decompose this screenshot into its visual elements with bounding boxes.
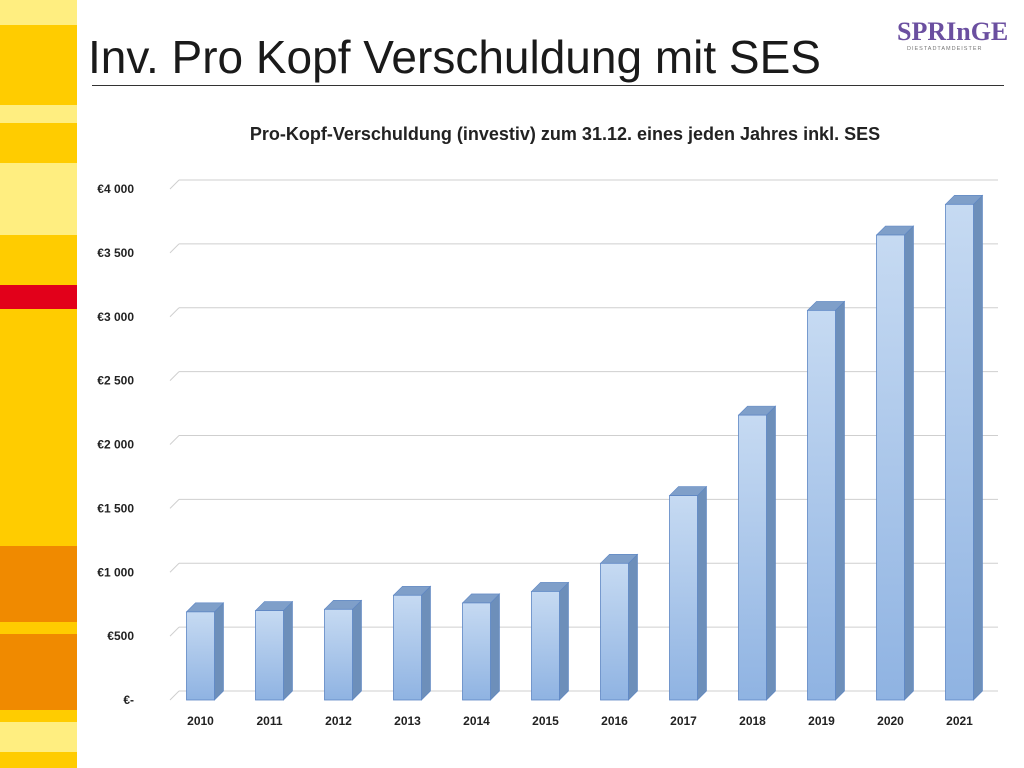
x-tick-label: 2012: [325, 714, 352, 728]
bar-2013: [392, 585, 432, 701]
bar-2021: [944, 194, 984, 701]
bar-2020: [875, 225, 915, 701]
sidebar-block-yellow: [0, 622, 77, 634]
bar-front: [186, 611, 215, 701]
y-tick-label: €2 000: [97, 438, 134, 452]
bar-2017: [668, 485, 708, 701]
sidebar-block-yellow-light: [0, 722, 77, 752]
y-tick-label: €3 500: [97, 246, 134, 260]
sidebar-block-yellow-light: [0, 163, 77, 235]
sidebar-block-yellow: [0, 710, 77, 722]
slide-title: Inv. Pro Kopf Verschuldung mit SES: [88, 31, 821, 83]
logo-subtitle: DIESTADTAMDEISTER: [907, 46, 982, 52]
y-tick-label: €1 500: [97, 501, 134, 515]
x-tick-label: 2018: [739, 714, 766, 728]
gridline-depth: [169, 626, 180, 637]
y-axis: €- €500 €1 000 €1 500 €2 000 €2 500 €3 000 €3 5…: [97, 182, 134, 707]
sidebar-block-orange: [0, 634, 77, 710]
y-tick-label: €3 000: [97, 310, 134, 324]
sidebar-block-orange: [0, 546, 77, 622]
sidebar-block-yellow: [0, 309, 77, 546]
bar-2012: [323, 599, 363, 701]
y-tick-label: €1 000: [97, 565, 134, 579]
bar-side: [559, 581, 569, 701]
y-tick-label: €500: [107, 629, 134, 643]
debt-chart: Pro-Kopf-Verschuldung (investiv) zum 31.…: [97, 124, 998, 728]
y-tick-label: €4 000: [97, 182, 134, 196]
title-divider: [92, 85, 1004, 86]
x-tick-label: 2014: [463, 714, 490, 728]
bar-2016: [599, 553, 639, 701]
bar-side: [283, 600, 293, 701]
bar-side: [352, 599, 362, 701]
bar-side: [490, 593, 500, 701]
bar-2019: [806, 300, 846, 701]
y-tick-label: €2 500: [97, 374, 134, 388]
bar-side: [697, 485, 707, 701]
x-tick-label: 2017: [670, 714, 697, 728]
gridline-depth: [169, 179, 180, 190]
chart-grid: [169, 179, 998, 701]
sidebar-block-yellow: [0, 123, 77, 163]
bar-front: [600, 562, 629, 701]
x-tick-label: 2021: [946, 714, 973, 728]
x-tick-label: 2019: [808, 714, 835, 728]
bar-side: [214, 602, 224, 701]
bar-2015: [530, 581, 570, 701]
bar-2014: [461, 593, 501, 701]
x-axis: 2010 2011 2012 2013 2014 2015 2016 2017 2018 2019…: [187, 714, 973, 728]
sidebar-block-yellow-light: [0, 0, 77, 25]
gridline-depth: [169, 307, 180, 318]
x-tick-label: 2011: [256, 714, 282, 728]
gridline-depth: [169, 499, 180, 509]
sidebar-block-red: [0, 285, 77, 309]
bar-front: [531, 591, 560, 701]
x-tick-label: 2010: [187, 714, 214, 728]
bar-front: [393, 594, 422, 701]
bar-front: [807, 309, 836, 701]
sidebar-block-yellow-light: [0, 105, 77, 123]
bar-2018: [737, 405, 777, 701]
x-tick-label: 2015: [532, 714, 559, 728]
sidebar-block-yellow: [0, 25, 77, 105]
logo-text: SPRInGE.: [897, 17, 1007, 46]
x-tick-label: 2016: [601, 714, 628, 728]
bar-side: [421, 585, 431, 701]
chart-bars: [185, 194, 984, 701]
bar-front: [462, 602, 491, 701]
bar-side: [628, 553, 638, 701]
sidebar-block-yellow: [0, 752, 77, 768]
bar-front: [669, 495, 698, 701]
bar-front: [255, 610, 284, 701]
x-tick-label: 2020: [877, 714, 904, 728]
bar-front: [738, 414, 767, 701]
bar-front: [324, 608, 353, 701]
springe-logo: SPRInGE. DIESTADTAMDEISTER: [897, 17, 1007, 52]
gridline-depth: [169, 690, 180, 701]
decorative-sidebar: [0, 0, 77, 768]
bar-side: [973, 194, 983, 701]
bar-side: [766, 405, 776, 701]
x-tick-label: 2013: [394, 714, 421, 728]
bar-side: [835, 300, 845, 701]
sidebar-block-yellow: [0, 235, 77, 285]
bar-2011: [254, 600, 294, 701]
gridline-depth: [169, 243, 180, 254]
bar-front: [876, 234, 905, 701]
bar-2010: [185, 602, 225, 701]
gridline-depth: [169, 371, 180, 381]
bar-side: [904, 225, 914, 701]
chart-title: Pro-Kopf-Verschuldung (investiv) zum 31.…: [250, 124, 880, 144]
y-tick-label: €-: [123, 693, 134, 707]
bar-front: [945, 203, 974, 701]
gridline-depth: [169, 435, 180, 445]
gridline-depth: [169, 562, 180, 573]
